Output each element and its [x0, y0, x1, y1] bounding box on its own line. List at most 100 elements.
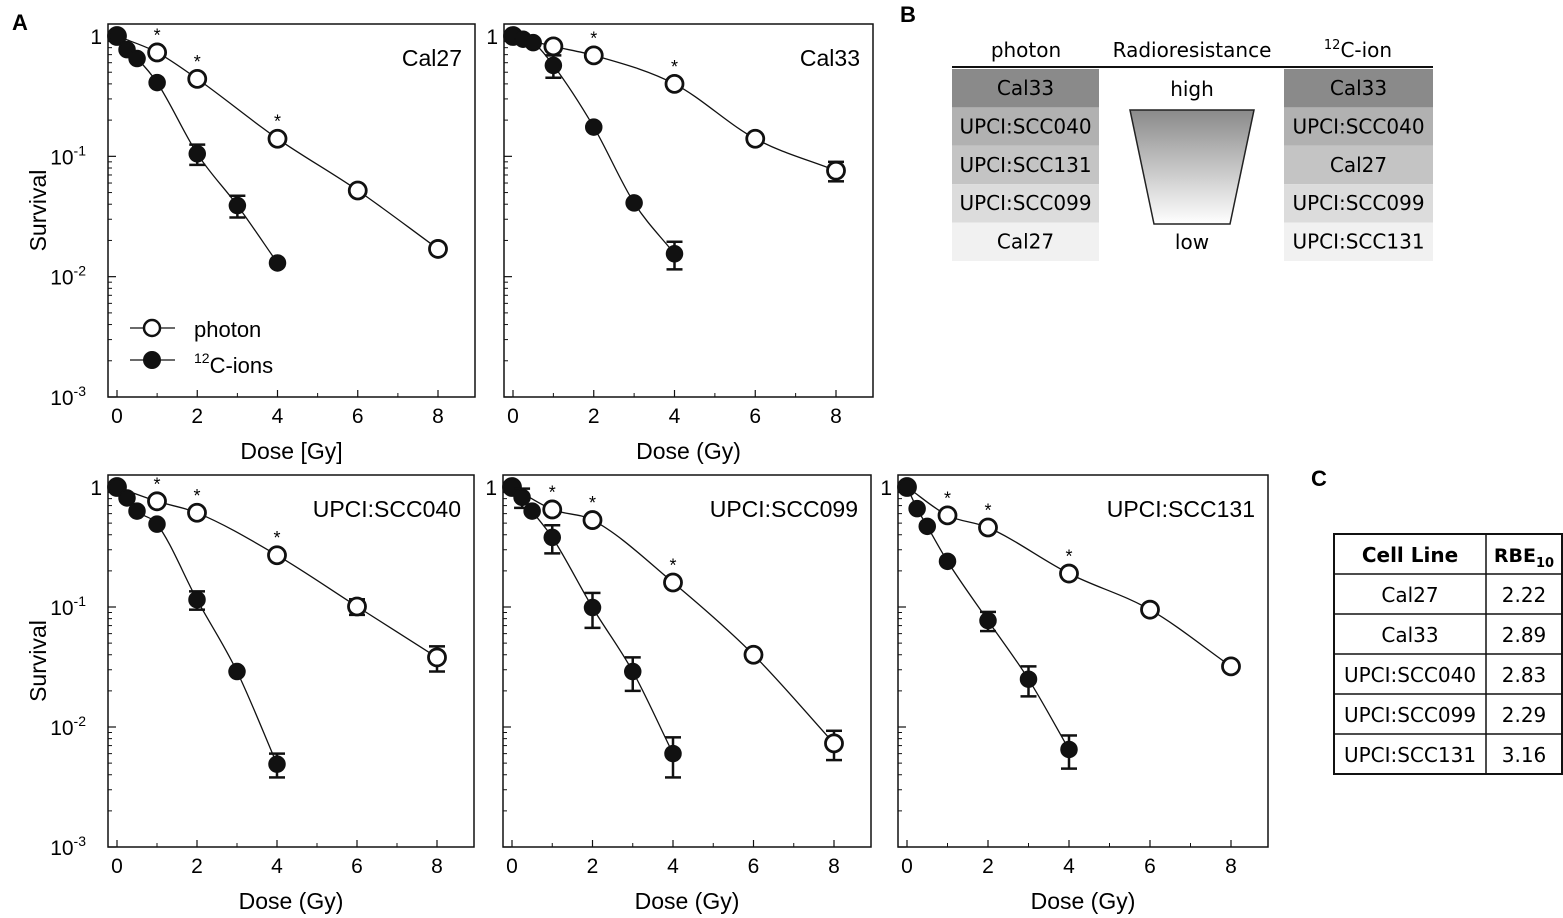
panel-label-b: B — [900, 2, 916, 27]
carbon-ion-data-point — [1061, 741, 1077, 757]
x-tick-label: 0 — [506, 855, 518, 878]
photon-data-point — [585, 47, 602, 64]
y-axis-label: Survival — [25, 170, 51, 252]
carbon-ion-data-point — [269, 756, 285, 772]
plot-frame — [898, 475, 1268, 847]
legend-carbon-sup: 12 — [194, 350, 210, 366]
x-tick-label: 8 — [1225, 855, 1237, 878]
chart-title: UPCI:SCC040 — [313, 496, 461, 522]
x-tick-label: 8 — [431, 855, 443, 878]
photon-data-point — [666, 75, 683, 92]
x-axis-label: Dose [Gy] — [240, 438, 342, 464]
x-tick-label: 4 — [271, 855, 283, 878]
ranking-cell-label: Cal27 — [1330, 153, 1387, 177]
rbe-cell-line-cal27: Cal27 — [1381, 583, 1438, 607]
x-tick-label: 2 — [191, 855, 203, 878]
legend-photon-label: photon — [194, 317, 261, 342]
x-tick-label: 8 — [828, 855, 840, 878]
photon-data-point — [826, 735, 843, 752]
x-tick-label: 2 — [982, 855, 994, 878]
y-tick-base: 10 — [50, 146, 73, 169]
carbon-ion-data-point — [980, 613, 996, 629]
rbe-cell-line-cal33: Cal33 — [1381, 623, 1438, 647]
photon-data-point — [745, 646, 762, 663]
rbe-value-upci-scc099: 2.29 — [1502, 703, 1547, 727]
photon-fit-curve — [512, 487, 834, 743]
plot-frame — [108, 475, 474, 847]
ranking-photon-column: Cal33UPCI:SCC040UPCI:SCC131UPCI:SCC099Ca… — [952, 69, 1099, 261]
carbon-ion-data-point — [625, 664, 641, 680]
photon-data-point — [149, 44, 166, 61]
photon-data-point — [189, 504, 206, 521]
y-tick-exponent: -2 — [74, 263, 87, 279]
carbon-ion-data-point — [229, 198, 245, 214]
x-tick-label: 6 — [1144, 855, 1156, 878]
photon-data-point — [149, 493, 166, 510]
photon-data-point — [269, 547, 286, 564]
ranking-high-label: high — [1170, 77, 1214, 101]
carbon-ion-data-point — [525, 35, 541, 51]
panel-label-a: A — [12, 10, 28, 35]
y-tick-label: 10-3 — [50, 383, 86, 410]
photon-data-point — [1223, 658, 1240, 675]
carbon-ion-data-point — [544, 529, 560, 545]
x-axis-label: Dose (Gy) — [636, 438, 741, 464]
photon-data-point — [544, 501, 561, 518]
rbe-header-rbe: RBE — [1494, 545, 1536, 567]
ranking-header-carbon-sup: 12 — [1324, 38, 1341, 53]
legend-photon-marker — [144, 320, 160, 336]
y-tick-label: 10-2 — [50, 263, 86, 290]
photon-data-point — [665, 574, 682, 591]
significance-marker: * — [549, 482, 556, 502]
carbon-ion-data-point — [524, 503, 540, 519]
carbon-ion-data-point — [545, 57, 561, 73]
carbon-ion-data-point — [665, 746, 681, 762]
y-tick-base: 10 — [50, 717, 73, 740]
ranking-carbon-column: Cal33 UPCI:SCC040 Cal27 UPCI:SCC099 UPCI:SCC… — [1284, 69, 1433, 261]
carbon-ion-data-point — [899, 479, 915, 495]
carbon-ion-data-point — [586, 119, 602, 135]
photon-data-point — [349, 182, 366, 199]
ranking-header-radioresistance: Radioresistance — [1113, 38, 1272, 62]
x-tick-label: 6 — [351, 855, 363, 878]
photon-data-point — [269, 130, 286, 147]
significance-marker: * — [194, 52, 201, 72]
x-tick-label: 0 — [507, 405, 519, 428]
chart-title: Cal33 — [800, 45, 860, 71]
rbe-header-cell-line: Cell Line — [1362, 543, 1458, 567]
y-tick-base: 10 — [50, 387, 73, 410]
chart-title: UPCI:SCC099 — [710, 496, 858, 522]
y-tick-label: 10-1 — [50, 142, 86, 169]
x-tick-label: 2 — [191, 405, 203, 428]
chart-title: Cal27 — [402, 45, 462, 71]
x-tick-label: 6 — [749, 405, 761, 428]
significance-marker: * — [590, 28, 597, 48]
ranking-cell-label: UPCI:SCC040 — [1292, 114, 1424, 138]
rbe-header-subscript: 10 — [1536, 556, 1554, 571]
ranking-cell-label: UPCI:SCC099 — [1292, 191, 1424, 215]
radioresistance-ranking: photon Radioresistance 12C-ion Cal33 UPCI… — [952, 38, 1433, 261]
y-tick-label: 1 — [486, 26, 498, 49]
y-tick-exponent: -1 — [74, 142, 87, 158]
rbe-value-cal27: 2.22 — [1502, 583, 1547, 607]
x-tick-label: 2 — [587, 855, 599, 878]
rbe-table: Cell Line RBE10Cal27 2.22Cal33 2.89UPCI:SCC… — [1334, 534, 1562, 774]
x-tick-label: 0 — [111, 405, 123, 428]
carbon-ion-data-point — [667, 246, 683, 262]
panel-label-c: C — [1311, 466, 1327, 491]
carbon-ion-data-point — [109, 28, 125, 44]
survival-chart-upci-scc099: 10 2 4 6 8Dose (Gy)UPCI:SCC099*** — [485, 475, 871, 914]
chart-legend: photon 12C-ions — [130, 317, 273, 378]
x-tick-label: 4 — [667, 855, 679, 878]
ranking-cell-label: Cal27 — [997, 230, 1054, 254]
ranking-header-carbon: 12C-ion — [1324, 38, 1392, 62]
significance-marker: * — [273, 528, 280, 548]
photon-data-point — [1061, 565, 1078, 582]
rbe-cell-line-upci-scc131: UPCI:SCC131 — [1344, 743, 1476, 767]
legend-carbon-marker — [144, 352, 160, 368]
y-tick-label: 10-2 — [50, 713, 86, 740]
carbon-ion-data-point — [909, 501, 925, 517]
x-tick-label: 4 — [1063, 855, 1075, 878]
y-tick-label: 1 — [880, 477, 892, 500]
legend-carbon-text: C-ions — [210, 353, 274, 378]
